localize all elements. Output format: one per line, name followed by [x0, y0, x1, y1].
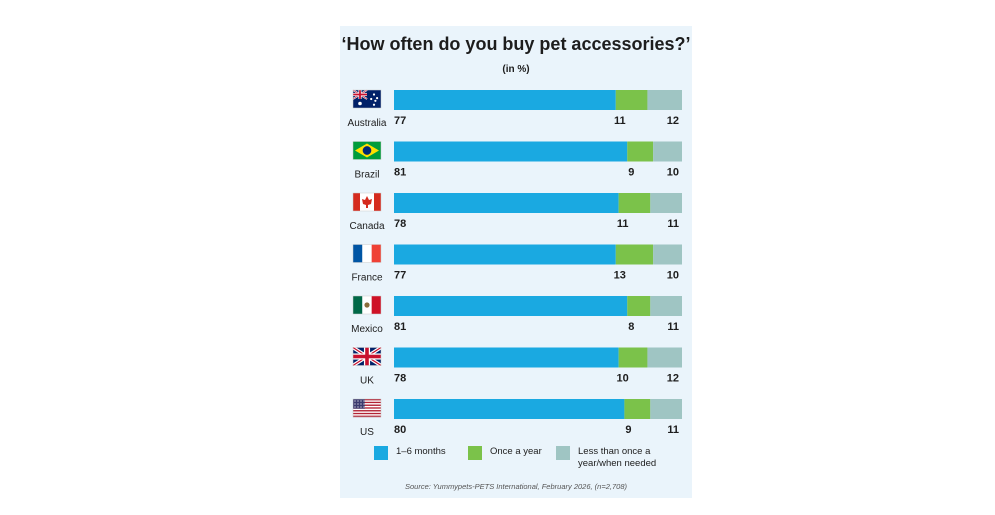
value-mexico-series-2: 8 [628, 321, 634, 333]
country-label-brazil: Brazil [354, 170, 379, 181]
value-brazil-series-2: 9 [628, 167, 634, 179]
bar-brazil-series-2 [627, 141, 654, 162]
chart-subtitle: (in %) [502, 64, 530, 75]
value-mexico-series-1: 81 [394, 321, 406, 333]
bar-uk-series-2 [618, 347, 648, 368]
value-brazil-series-1: 81 [394, 167, 406, 179]
bar-france-series-3 [653, 244, 682, 265]
legend-item-1-6-months: 1–6 months [374, 446, 496, 460]
bar-france-series-1 [394, 244, 616, 265]
bar-uk-series-1 [394, 347, 619, 368]
legend-swatch-1-6-months [374, 446, 388, 460]
legend-label-less-than-once: Less than once a year/when needed [578, 446, 657, 469]
mexico-flag-icon [352, 295, 382, 315]
bar-us-series-2 [624, 399, 651, 419]
brazil-flag-icon [352, 141, 382, 160]
legend-item-less-than-once: Less than once a year/when needed [556, 446, 678, 470]
legend-label-once-a-year: Once a year [490, 446, 542, 457]
bar-australia-series-1 [394, 90, 616, 110]
country-label-france: France [351, 273, 383, 284]
bar-brazil-series-1 [394, 141, 628, 162]
value-australia-series-2: 11 [614, 115, 626, 127]
us-flag-icon [352, 398, 382, 418]
value-france-series-1: 77 [394, 270, 406, 282]
canada-flag-icon [352, 192, 382, 212]
bar-uk-series-3 [647, 347, 682, 368]
bar-us-series-1 [394, 399, 625, 419]
legend: 1–6 months Once a year Less than once a … [364, 446, 684, 478]
legend-swatch-less-than-once [556, 446, 570, 460]
bar-us-series-3 [650, 399, 682, 419]
bar-mexico-series-1 [394, 296, 628, 316]
value-us-series-2: 9 [625, 424, 631, 436]
bar-mexico-series-2 [627, 296, 651, 316]
value-australia-series-3: 12 [667, 115, 679, 127]
bar-brazil-series-3 [653, 141, 682, 162]
country-label-uk: UK [360, 376, 374, 387]
value-us-series-3: 11 [667, 424, 679, 436]
country-label-australia: Australia [348, 118, 387, 129]
value-uk-series-1: 78 [394, 373, 406, 385]
source-note: Source: Yummypets-PETS International, Fe… [405, 482, 627, 491]
value-uk-series-2: 10 [617, 373, 629, 385]
bar-canada-series-1 [394, 193, 619, 213]
value-canada-series-2: 11 [617, 218, 629, 230]
country-label-mexico: Mexico [351, 324, 383, 335]
bar-canada-series-3 [650, 193, 682, 213]
bar-australia-series-3 [647, 90, 682, 110]
uk-flag-icon [352, 345, 382, 368]
value-australia-series-1: 77 [394, 115, 406, 127]
country-label-canada: Canada [349, 221, 384, 232]
value-uk-series-3: 12 [667, 373, 679, 385]
bar-mexico-series-3 [650, 296, 682, 316]
bar-france-series-2 [615, 244, 654, 265]
france-flag-icon [352, 244, 382, 263]
chart-title: ‘How often do you buy pet accessories?’ [341, 34, 691, 54]
chart-panel: ‘How often do you buy pet accessories?’ … [340, 26, 692, 498]
value-france-series-2: 13 [614, 270, 626, 282]
value-brazil-series-3: 10 [667, 167, 679, 179]
value-us-series-1: 80 [394, 424, 406, 436]
legend-label-1-6-months: 1–6 months [396, 446, 446, 457]
value-france-series-3: 10 [667, 270, 679, 282]
value-mexico-series-3: 11 [667, 321, 679, 333]
bar-australia-series-2 [615, 90, 648, 110]
legend-swatch-once-a-year [468, 446, 482, 460]
value-canada-series-3: 11 [667, 218, 679, 230]
value-canada-series-1: 78 [394, 218, 406, 230]
bar-canada-series-2 [618, 193, 651, 213]
australia-flag-icon [352, 89, 382, 109]
country-label-us: US [360, 427, 374, 438]
chart-svg: Australia 77 11 12 Brazil 81 9 10 Canada 78 11 11 Fr… [348, 89, 682, 438]
legend-item-once-a-year: Once a year [468, 446, 590, 460]
